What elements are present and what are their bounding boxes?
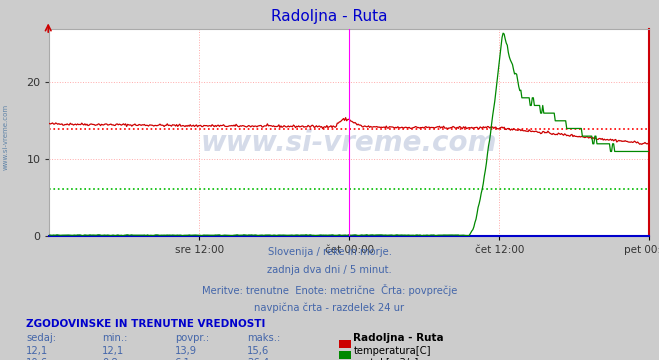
Text: 6,1: 6,1: [175, 358, 190, 360]
Text: 10,6: 10,6: [26, 358, 49, 360]
Text: maks.:: maks.:: [247, 333, 280, 343]
Text: sedaj:: sedaj:: [26, 333, 57, 343]
Text: 15,6: 15,6: [247, 346, 270, 356]
Text: ZGODOVINSKE IN TRENUTNE VREDNOSTI: ZGODOVINSKE IN TRENUTNE VREDNOSTI: [26, 319, 266, 329]
Text: povpr.:: povpr.:: [175, 333, 209, 343]
Text: navpična črta - razdelek 24 ur: navpična črta - razdelek 24 ur: [254, 303, 405, 313]
Text: 12,1: 12,1: [102, 346, 125, 356]
Text: zadnja dva dni / 5 minut.: zadnja dva dni / 5 minut.: [267, 265, 392, 275]
Text: Radoljna - Ruta: Radoljna - Ruta: [353, 333, 444, 343]
Text: www.si-vreme.com: www.si-vreme.com: [2, 104, 9, 170]
Text: min.:: min.:: [102, 333, 128, 343]
Text: 12,1: 12,1: [26, 346, 49, 356]
Text: Meritve: trenutne  Enote: metrične  Črta: povprečje: Meritve: trenutne Enote: metrične Črta: …: [202, 284, 457, 296]
Text: Radoljna - Ruta: Radoljna - Ruta: [272, 9, 387, 24]
Text: 0,8: 0,8: [102, 358, 118, 360]
Text: Slovenija / reke in morje.: Slovenija / reke in morje.: [268, 247, 391, 257]
Text: www.si-vreme.com: www.si-vreme.com: [201, 129, 498, 157]
Text: 13,9: 13,9: [175, 346, 197, 356]
Text: 26,4: 26,4: [247, 358, 270, 360]
Text: pretok[m3/s]: pretok[m3/s]: [354, 358, 418, 360]
Text: temperatura[C]: temperatura[C]: [354, 346, 432, 356]
